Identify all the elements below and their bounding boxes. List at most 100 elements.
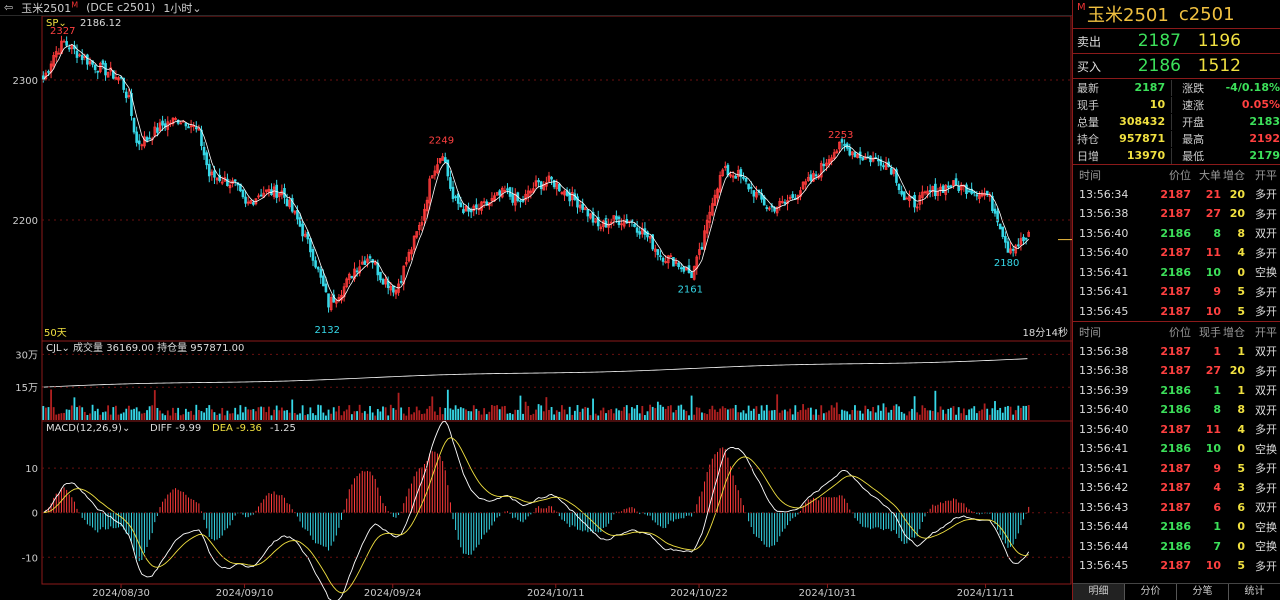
candle-body bbox=[319, 269, 323, 278]
type-cell: 多开 bbox=[1255, 364, 1277, 378]
candle-body bbox=[539, 181, 543, 190]
sell-row: 卖出 2187 1196 bbox=[1073, 28, 1280, 53]
volume-bar bbox=[978, 410, 981, 420]
quote-label: 涨跌 bbox=[1171, 79, 1225, 96]
table-row[interactable]: 13:56:43 2187 6 6 双开 bbox=[1073, 498, 1280, 518]
big-order-table[interactable]: 时间 价位 大单 增仓 开平 13:56:34 2187 21 20 多开 13:56:38 2187… bbox=[1073, 164, 1280, 321]
volume-bar bbox=[309, 407, 312, 420]
volume-bar bbox=[125, 408, 128, 420]
candle-body bbox=[392, 285, 395, 293]
volume-bar bbox=[239, 405, 242, 420]
table-row[interactable]: 13:56:41 2187 9 5 多开 bbox=[1073, 282, 1280, 302]
tick-detail-table[interactable]: 时间 价位 现手 增仓 开平 13:56:38 2187 1 1 双开 13:56:38 2187 27… bbox=[1073, 321, 1280, 576]
table-row[interactable]: 13:56:42 2187 4 3 多开 bbox=[1073, 478, 1280, 498]
volume-bar bbox=[265, 412, 268, 420]
volume-bar bbox=[555, 410, 558, 420]
back-icon[interactable]: ⇦ bbox=[4, 1, 14, 14]
table-row[interactable]: 13:56:38 2187 27 20 多开 bbox=[1073, 361, 1280, 381]
table-row[interactable]: 13:56:40 2186 8 8 双开 bbox=[1073, 224, 1280, 244]
candle-body bbox=[213, 170, 216, 178]
candle-body bbox=[96, 70, 100, 73]
table-row[interactable]: 13:56:34 2187 21 20 多开 bbox=[1073, 185, 1280, 205]
candle-body bbox=[210, 171, 214, 176]
table-row[interactable]: 13:56:38 2187 1 1 双开 bbox=[1073, 342, 1280, 362]
table-row[interactable]: 13:56:39 2186 1 1 双开 bbox=[1073, 381, 1280, 401]
candle-body bbox=[666, 255, 670, 264]
candle-body bbox=[122, 77, 125, 90]
table-row[interactable]: 13:56:44 2186 1 0 空换 bbox=[1073, 517, 1280, 537]
volume-bar bbox=[644, 415, 646, 420]
panel-symbol: 玉米2501 bbox=[1087, 5, 1169, 26]
volume-bar bbox=[820, 405, 823, 420]
volume-bar bbox=[249, 409, 252, 420]
quote-row: 最新 2187 涨跌 -4/0.18% bbox=[1073, 79, 1280, 96]
volume-bar bbox=[213, 412, 216, 420]
candle-body bbox=[646, 231, 649, 238]
oi-change-cell: 0 bbox=[1237, 442, 1245, 456]
tab-3[interactable]: 分笔 bbox=[1177, 584, 1229, 600]
volume-bar bbox=[319, 405, 322, 420]
candle-body bbox=[959, 184, 963, 191]
volume-bar bbox=[433, 411, 436, 420]
volume-bar bbox=[52, 407, 55, 420]
table-row[interactable]: 13:56:45 2187 10 5 多开 bbox=[1073, 556, 1280, 576]
candle-body bbox=[519, 200, 522, 203]
candle-body bbox=[871, 157, 875, 162]
macd-tick-label: 10 bbox=[25, 464, 38, 475]
table-row[interactable]: 13:56:44 2186 7 0 空换 bbox=[1073, 537, 1280, 557]
table-row[interactable]: 13:56:40 2187 11 4 多开 bbox=[1073, 420, 1280, 440]
volume-bar bbox=[812, 414, 815, 420]
candle-body bbox=[327, 293, 330, 308]
volume-bar bbox=[156, 407, 159, 420]
candle-body bbox=[537, 180, 540, 183]
volume-bar bbox=[973, 406, 976, 420]
candle-body bbox=[464, 205, 468, 212]
volume-bar bbox=[797, 411, 799, 420]
table-row[interactable]: 13:56:41 2187 9 5 多开 bbox=[1073, 459, 1280, 479]
candle-body bbox=[889, 167, 893, 175]
candle-body bbox=[322, 275, 325, 287]
volume-cell: 10 bbox=[1205, 442, 1221, 456]
candle-body bbox=[583, 207, 587, 210]
tab-1[interactable]: 明细 bbox=[1073, 584, 1125, 600]
bid-price: 2186 bbox=[1137, 56, 1181, 76]
volume-bar bbox=[257, 407, 260, 420]
volume-bar bbox=[384, 407, 387, 420]
tab-2[interactable]: 分价 bbox=[1125, 584, 1177, 600]
period-selector[interactable]: 1小时⌄ bbox=[163, 1, 202, 15]
table-row[interactable]: 13:56:40 2187 11 4 多开 bbox=[1073, 243, 1280, 263]
candle-body bbox=[446, 159, 450, 177]
price-extreme-label: 2180 bbox=[994, 258, 1019, 269]
table-row[interactable]: 13:56:41 2186 10 0 空换 bbox=[1073, 439, 1280, 459]
candle-body bbox=[532, 188, 535, 193]
table-row[interactable]: 13:56:40 2186 8 8 双开 bbox=[1073, 400, 1280, 420]
candle-body bbox=[430, 175, 434, 179]
kline-chart[interactable]: 2300 2200 2327 2132 2249 2161 2253 2180 SP⌄ 2186.… bbox=[0, 16, 1072, 600]
candle-body bbox=[700, 246, 704, 250]
candle-body bbox=[1019, 238, 1023, 245]
candle-body bbox=[843, 143, 846, 147]
quote-label: 总量 bbox=[1077, 115, 1099, 129]
table-row[interactable]: 13:56:45 2187 10 5 多开 bbox=[1073, 302, 1280, 322]
table-row[interactable]: 13:56:38 2187 27 20 多开 bbox=[1073, 204, 1280, 224]
candle-body bbox=[721, 169, 725, 176]
volume-bar bbox=[905, 415, 908, 420]
table-row[interactable]: 13:56:41 2186 10 0 空换 bbox=[1073, 263, 1280, 283]
symbol-title[interactable]: 玉米2501M bbox=[21, 0, 79, 15]
volume-bar bbox=[524, 401, 527, 420]
volume-bar bbox=[750, 410, 753, 420]
quote-value: 957871 bbox=[1119, 132, 1166, 145]
candle-body bbox=[179, 122, 183, 125]
candle-body bbox=[713, 194, 717, 206]
volume-bar bbox=[405, 415, 408, 420]
volume-bar bbox=[345, 409, 348, 420]
candle-body bbox=[226, 178, 229, 187]
candle-body bbox=[1009, 248, 1012, 254]
volume-cell: 11 bbox=[1205, 422, 1221, 436]
volume-bar bbox=[553, 414, 556, 420]
volume-cell: 11 bbox=[1205, 246, 1221, 260]
quote-value: -4/0.18% bbox=[1225, 81, 1280, 94]
tab-4[interactable]: 统计 bbox=[1229, 584, 1280, 600]
candle-body bbox=[241, 189, 245, 198]
volume-bar bbox=[70, 405, 73, 420]
